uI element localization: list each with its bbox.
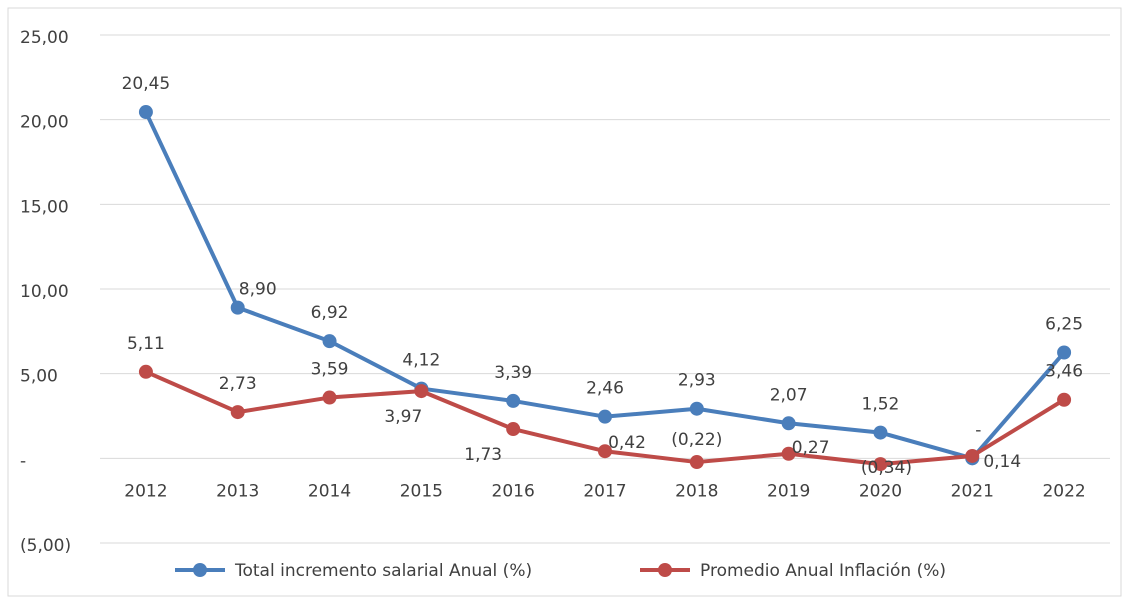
data-label: 6,25 <box>1045 315 1083 335</box>
x-tick-label: 2016 <box>492 481 535 501</box>
point-marker <box>598 444 612 459</box>
point-marker <box>1057 345 1072 360</box>
point-marker <box>1057 392 1072 407</box>
point-marker <box>322 334 337 349</box>
point-marker <box>965 448 980 463</box>
point-marker <box>506 422 521 437</box>
point-marker <box>414 384 429 399</box>
data-label: 4,12 <box>402 351 440 371</box>
data-label: 3,39 <box>494 363 532 383</box>
chart-frame <box>7 7 1122 597</box>
data-label: 6,92 <box>311 303 349 323</box>
data-label: 8,90 <box>239 280 277 300</box>
data-label: 0,27 <box>792 438 830 458</box>
y-tick-label: 5,00 <box>20 367 58 387</box>
x-tick-label: 2021 <box>951 481 994 501</box>
x-tick-label: 2012 <box>124 481 167 501</box>
data-label: 3,46 <box>1045 362 1083 382</box>
y-tick-label: 20,00 <box>20 113 69 133</box>
point-marker <box>873 457 888 472</box>
data-label: 2,73 <box>219 374 257 394</box>
point-marker <box>138 364 153 379</box>
data-label: 2,93 <box>678 371 716 391</box>
x-tick-label: 2018 <box>675 481 718 501</box>
x-tick-label: 2015 <box>400 481 443 501</box>
legend-label: Promedio Anual Inflación (%) <box>700 561 946 581</box>
data-label: 2,46 <box>586 379 624 399</box>
data-label: 5,11 <box>127 334 165 354</box>
point-marker <box>230 300 245 315</box>
data-label: (0,22) <box>671 430 722 450</box>
data-label: 3,59 <box>311 360 349 380</box>
point-marker <box>781 416 796 431</box>
point-marker <box>322 390 337 405</box>
y-tick-label: - <box>20 451 26 471</box>
y-tick-label: 25,00 <box>20 28 69 48</box>
x-tick-label: 2020 <box>859 481 902 501</box>
legend-marker <box>193 563 207 577</box>
legend-marker <box>658 563 672 577</box>
point-marker <box>689 455 704 470</box>
x-tick-label: 2013 <box>216 481 259 501</box>
x-tick-label: 2014 <box>308 481 351 501</box>
data-label: 1,73 <box>464 445 502 465</box>
x-tick-label: 2017 <box>583 481 626 501</box>
x-tick-label: 2022 <box>1042 481 1085 501</box>
point-marker <box>781 446 796 461</box>
data-label: 0,14 <box>983 452 1021 472</box>
data-label: - <box>975 420 981 440</box>
data-label: 1,52 <box>862 395 900 415</box>
data-label: 20,45 <box>122 74 171 94</box>
legend-label: Total incremento salarial Anual (%) <box>234 561 532 581</box>
data-label: 2,07 <box>770 385 808 405</box>
data-label: 0,42 <box>608 433 646 453</box>
point-marker <box>598 409 612 424</box>
data-label: (0,34) <box>861 458 912 478</box>
x-tick-label: 2019 <box>767 481 810 501</box>
data-label: 3,97 <box>384 407 422 427</box>
y-tick-label: 10,00 <box>20 282 69 302</box>
point-marker <box>230 405 245 420</box>
point-marker <box>506 393 521 408</box>
y-tick-label: 15,00 <box>20 197 69 217</box>
point-marker <box>873 425 888 440</box>
y-tick-label: (5,00) <box>20 536 71 556</box>
point-marker <box>689 401 704 416</box>
point-marker <box>138 105 153 120</box>
